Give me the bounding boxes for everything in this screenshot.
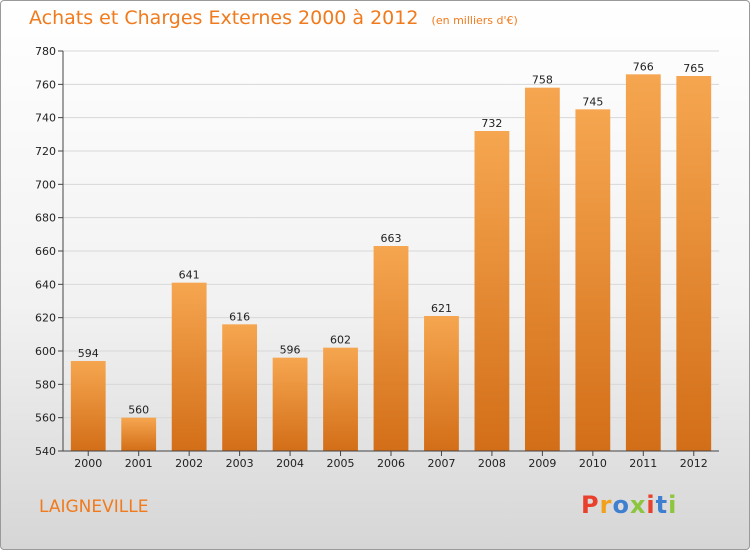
value-label-2005: 602 bbox=[330, 334, 351, 347]
y-tick-label: 580 bbox=[35, 378, 56, 391]
logo-letter: x bbox=[629, 491, 647, 519]
logo-letter: i bbox=[646, 491, 656, 519]
value-label-2006: 663 bbox=[381, 232, 402, 245]
bar-2001 bbox=[121, 417, 157, 451]
bar-2000 bbox=[70, 361, 106, 451]
value-label-2010: 745 bbox=[582, 95, 603, 108]
y-tick-label: 660 bbox=[35, 245, 56, 258]
bar-2003 bbox=[222, 324, 258, 451]
x-tick-label-2005: 2005 bbox=[327, 457, 355, 470]
y-tick-label: 700 bbox=[35, 178, 56, 191]
value-label-2007: 621 bbox=[431, 302, 452, 315]
x-tick-label-2012: 2012 bbox=[680, 457, 708, 470]
value-label-2004: 596 bbox=[280, 344, 301, 357]
y-tick-label: 640 bbox=[35, 278, 56, 291]
value-label-2003: 616 bbox=[229, 310, 250, 323]
x-tick-label-2006: 2006 bbox=[377, 457, 405, 470]
bar-2005 bbox=[323, 347, 358, 451]
bar-2004 bbox=[272, 357, 308, 451]
logo-letter: t bbox=[655, 491, 669, 519]
bar-2012 bbox=[676, 76, 712, 451]
x-tick-label-2004: 2004 bbox=[276, 457, 304, 470]
logo-letter: o bbox=[612, 491, 630, 519]
y-tick-label: 600 bbox=[35, 345, 56, 358]
chart-title: Achats et Charges Externes 2000 à 2012 bbox=[29, 7, 419, 29]
bar-2008 bbox=[474, 131, 510, 451]
logo-letter: i bbox=[668, 491, 678, 519]
value-label-2008: 732 bbox=[481, 117, 502, 130]
value-label-2000: 594 bbox=[78, 347, 99, 360]
bar-2007 bbox=[424, 316, 459, 451]
bar-2010 bbox=[575, 109, 611, 451]
y-tick-label: 720 bbox=[35, 145, 56, 158]
bar-2011 bbox=[625, 74, 661, 451]
value-label-2002: 641 bbox=[179, 269, 200, 282]
x-tick-label-2002: 2002 bbox=[175, 457, 203, 470]
value-label-2001: 560 bbox=[128, 404, 149, 417]
x-tick-label-2008: 2008 bbox=[478, 457, 506, 470]
value-label-2011: 766 bbox=[633, 60, 654, 73]
x-tick-label-2011: 2011 bbox=[629, 457, 657, 470]
x-tick-label-2010: 2010 bbox=[579, 457, 607, 470]
y-tick-label: 680 bbox=[35, 212, 56, 225]
commune-name: LAIGNEVILLE bbox=[39, 497, 149, 517]
bar-2006 bbox=[373, 246, 409, 451]
x-tick-label-2007: 2007 bbox=[427, 457, 455, 470]
y-tick-label: 780 bbox=[35, 45, 56, 58]
bar-2002 bbox=[171, 282, 207, 451]
y-tick-label: 540 bbox=[35, 445, 56, 458]
proxiti-logo[interactable]: Proxiti bbox=[581, 491, 677, 519]
chart-title-block: Achats et Charges Externes 2000 à 2012 (… bbox=[29, 7, 518, 29]
x-tick-label-2001: 2001 bbox=[125, 457, 153, 470]
chart-unit: (en milliers d'€) bbox=[431, 14, 518, 27]
y-tick-label: 760 bbox=[35, 78, 56, 91]
y-tick-label: 740 bbox=[35, 112, 56, 125]
bar-2009 bbox=[524, 87, 560, 452]
logo-letter: r bbox=[599, 491, 613, 519]
x-tick-label-2009: 2009 bbox=[528, 457, 556, 470]
value-label-2009: 758 bbox=[532, 74, 553, 87]
value-label-2012: 765 bbox=[683, 62, 704, 75]
y-tick-label: 620 bbox=[35, 312, 56, 325]
x-tick-label-2003: 2003 bbox=[226, 457, 254, 470]
x-tick-label-2000: 2000 bbox=[74, 457, 102, 470]
y-tick-label: 560 bbox=[35, 412, 56, 425]
logo-letter: P bbox=[581, 491, 600, 519]
